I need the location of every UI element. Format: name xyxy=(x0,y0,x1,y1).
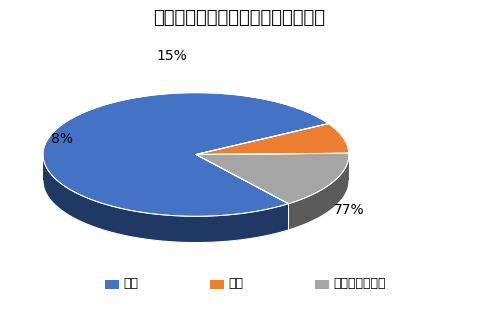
Polygon shape xyxy=(43,119,349,243)
Polygon shape xyxy=(43,154,288,243)
Text: 77%: 77% xyxy=(334,203,364,217)
Polygon shape xyxy=(43,93,328,216)
Text: インサイトの乗り心地の満足度調査: インサイトの乗り心地の満足度調査 xyxy=(153,9,325,27)
Bar xyxy=(105,280,119,289)
Polygon shape xyxy=(288,154,349,230)
Polygon shape xyxy=(196,153,349,204)
Text: 8%: 8% xyxy=(51,132,73,146)
Text: 満足: 満足 xyxy=(123,277,138,290)
Text: 15%: 15% xyxy=(157,49,187,63)
Bar xyxy=(210,280,224,289)
Text: どちらでもない: どちらでもない xyxy=(334,277,386,290)
Bar xyxy=(315,280,329,289)
Polygon shape xyxy=(196,124,349,154)
Text: 不満: 不満 xyxy=(228,277,243,290)
